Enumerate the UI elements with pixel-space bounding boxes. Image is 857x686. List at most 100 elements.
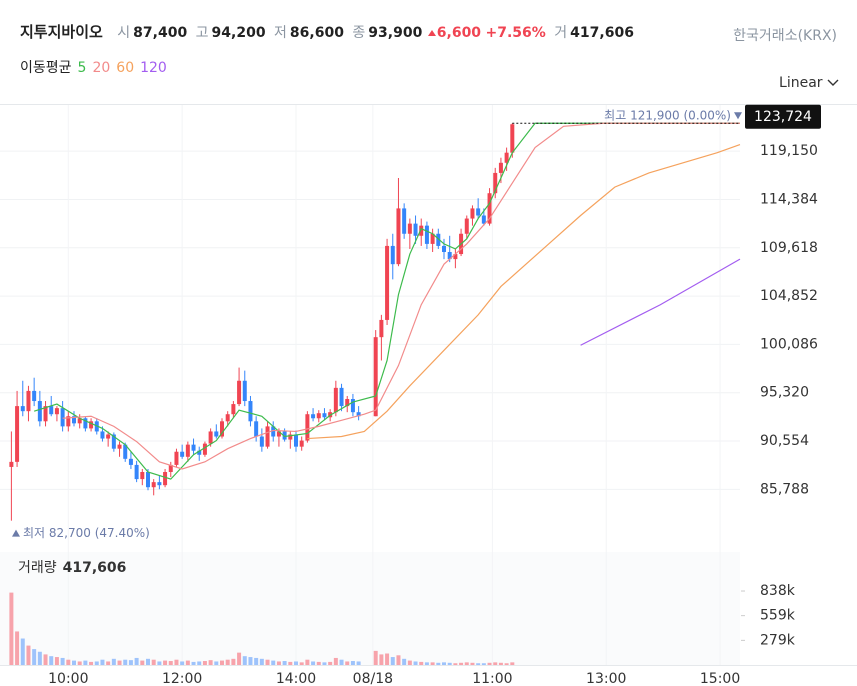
ma-legend-item[interactable]: 20 <box>92 60 111 76</box>
volume-bar <box>134 657 139 665</box>
volume-bar <box>350 661 355 665</box>
y-tick-label: 114,384 <box>760 191 818 207</box>
candle-body <box>185 444 190 457</box>
volume-title-value: 417,606 <box>63 560 127 576</box>
volume-bar <box>237 652 242 665</box>
ma-legend-item[interactable]: 5 <box>77 60 87 76</box>
volume-bar <box>459 662 464 665</box>
candle-body <box>265 426 270 447</box>
volume-bar <box>442 662 446 665</box>
volume-bar <box>20 638 25 665</box>
cursor-tag <box>745 104 821 129</box>
candle-body <box>225 414 230 422</box>
x-tick-label: 11:00 <box>472 671 512 686</box>
candle-body <box>305 414 310 441</box>
ma-legend-item[interactable]: 120 <box>140 60 167 76</box>
moving-average-line <box>580 258 741 346</box>
volume-bar <box>100 659 105 665</box>
candle-body <box>37 401 42 422</box>
volume-bar <box>168 661 173 665</box>
volume-bar <box>43 654 48 665</box>
candle-body <box>504 152 509 163</box>
candle-body <box>9 461 14 467</box>
candle-body <box>180 451 185 457</box>
volume-bar <box>390 657 395 665</box>
volume-bar <box>254 657 259 665</box>
ma-legend: 이동평균 5 20 60 120 <box>20 57 173 77</box>
candle-body <box>49 406 54 415</box>
candle-body <box>294 434 298 447</box>
candle-body <box>356 412 361 417</box>
volume-bar <box>345 661 350 665</box>
candle-body <box>311 414 316 419</box>
volume-bar <box>146 658 150 665</box>
y-tick-label: 100,086 <box>760 336 818 352</box>
open-label: 시 <box>117 25 131 41</box>
moving-average-line <box>33 122 740 480</box>
volume-bar <box>259 658 264 665</box>
volume-bar <box>282 661 287 665</box>
x-tick-label: 12:00 <box>162 671 202 686</box>
candle-body <box>242 380 247 402</box>
volume-bar <box>379 654 384 665</box>
volume-tick-label: 559k <box>760 608 796 624</box>
volume-bar <box>66 659 71 665</box>
candle-body <box>83 418 88 429</box>
volume-bar <box>214 661 219 665</box>
volume-bar <box>220 660 224 665</box>
y-tick-label: 119,150 <box>760 143 818 159</box>
candle-body <box>288 434 293 440</box>
scale-toggle[interactable]: Linear <box>779 75 839 91</box>
y-tick-label: 90,554 <box>760 433 809 449</box>
volume-bar <box>396 655 401 665</box>
candle-body <box>345 399 350 407</box>
candle-body <box>276 431 281 437</box>
candle-body <box>134 464 139 480</box>
volume-bar <box>328 661 333 665</box>
up-arrow <box>427 30 436 36</box>
volume-bar <box>316 661 321 665</box>
candle-body <box>436 233 441 246</box>
candle-body <box>100 431 105 439</box>
ma-legend-item[interactable]: 60 <box>116 60 135 76</box>
volume-bar <box>111 658 116 665</box>
volume-bar <box>373 650 378 665</box>
volume-tick-label: 838k <box>760 583 796 599</box>
candle-body <box>493 172 498 194</box>
volume-bar <box>305 659 310 665</box>
candle-body <box>197 450 202 455</box>
scale-label: Linear <box>779 75 823 91</box>
volume-bar <box>49 656 54 665</box>
candle-body <box>379 319 384 338</box>
volume-bar <box>356 661 361 665</box>
volume-value: 417,606 <box>570 25 634 41</box>
volume-bar <box>231 658 236 665</box>
exchange: 한국거래소(KRX) <box>733 28 837 44</box>
volume-bar <box>94 661 99 665</box>
x-tick-label: 13:00 <box>586 671 626 686</box>
candle-body <box>510 124 515 153</box>
x-tick-label: 14:00 <box>276 671 316 686</box>
candle-body <box>259 436 264 447</box>
candle-body <box>322 413 327 418</box>
volume-bar <box>197 661 202 665</box>
candle-body <box>447 252 452 260</box>
candle-body <box>191 444 196 451</box>
volume-bar <box>447 662 452 665</box>
candle-body <box>442 245 446 253</box>
candle-body <box>350 399 355 413</box>
moving-average-line <box>62 122 740 470</box>
volume-bar <box>339 659 344 665</box>
candle-body <box>271 426 276 437</box>
candle-body <box>407 223 412 234</box>
volume-bar <box>413 661 418 665</box>
stock-name: 지투지바이오 <box>20 23 103 41</box>
volume-bar <box>271 660 276 665</box>
low-value: 86,600 <box>289 25 344 41</box>
candle-body <box>470 208 475 219</box>
close-value: 93,900 <box>368 25 423 41</box>
candle-body <box>128 458 133 465</box>
change-rate: +7.56% <box>485 25 546 41</box>
volume-bar <box>470 662 475 665</box>
